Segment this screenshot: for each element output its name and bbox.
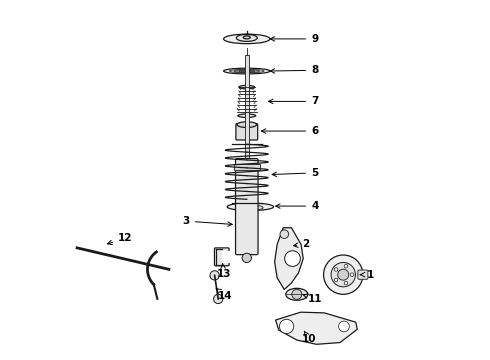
FancyBboxPatch shape bbox=[236, 158, 258, 255]
Text: 6: 6 bbox=[261, 126, 318, 136]
Text: 2: 2 bbox=[294, 239, 309, 249]
Ellipse shape bbox=[238, 114, 256, 117]
Circle shape bbox=[292, 289, 302, 299]
Text: 1: 1 bbox=[360, 270, 374, 280]
Ellipse shape bbox=[237, 122, 257, 127]
Circle shape bbox=[280, 230, 289, 238]
Text: 4: 4 bbox=[276, 201, 318, 211]
Circle shape bbox=[334, 268, 338, 271]
Text: 9: 9 bbox=[270, 34, 318, 44]
Ellipse shape bbox=[227, 203, 273, 211]
Text: 11: 11 bbox=[303, 294, 322, 303]
Text: 3: 3 bbox=[182, 216, 232, 226]
Polygon shape bbox=[275, 228, 303, 289]
Ellipse shape bbox=[223, 68, 270, 74]
Circle shape bbox=[323, 255, 363, 294]
FancyBboxPatch shape bbox=[215, 248, 229, 266]
Ellipse shape bbox=[245, 207, 255, 208]
FancyBboxPatch shape bbox=[358, 270, 368, 279]
Ellipse shape bbox=[223, 34, 270, 44]
Text: 10: 10 bbox=[302, 331, 317, 344]
Circle shape bbox=[214, 294, 223, 303]
Ellipse shape bbox=[244, 36, 250, 39]
Text: 8: 8 bbox=[270, 65, 318, 75]
Circle shape bbox=[338, 269, 349, 280]
Circle shape bbox=[344, 281, 348, 285]
Text: 12: 12 bbox=[108, 233, 133, 245]
Ellipse shape bbox=[286, 288, 308, 300]
Circle shape bbox=[350, 273, 354, 276]
Circle shape bbox=[279, 319, 294, 334]
Circle shape bbox=[242, 253, 251, 262]
Circle shape bbox=[285, 251, 300, 266]
Text: 5: 5 bbox=[272, 168, 319, 178]
FancyBboxPatch shape bbox=[236, 123, 258, 140]
Ellipse shape bbox=[238, 205, 263, 210]
Polygon shape bbox=[275, 312, 357, 344]
Text: 7: 7 bbox=[269, 96, 318, 107]
Ellipse shape bbox=[243, 70, 251, 72]
Circle shape bbox=[331, 262, 355, 287]
Text: 14: 14 bbox=[216, 288, 233, 301]
Circle shape bbox=[210, 271, 220, 280]
Bar bbox=[245, 55, 249, 163]
Ellipse shape bbox=[236, 35, 257, 41]
Bar bbox=[222, 251, 230, 263]
Circle shape bbox=[344, 265, 348, 268]
Ellipse shape bbox=[239, 85, 255, 89]
Circle shape bbox=[339, 321, 349, 332]
Text: 13: 13 bbox=[217, 264, 231, 279]
Circle shape bbox=[334, 278, 338, 282]
Bar bbox=[234, 163, 260, 170]
